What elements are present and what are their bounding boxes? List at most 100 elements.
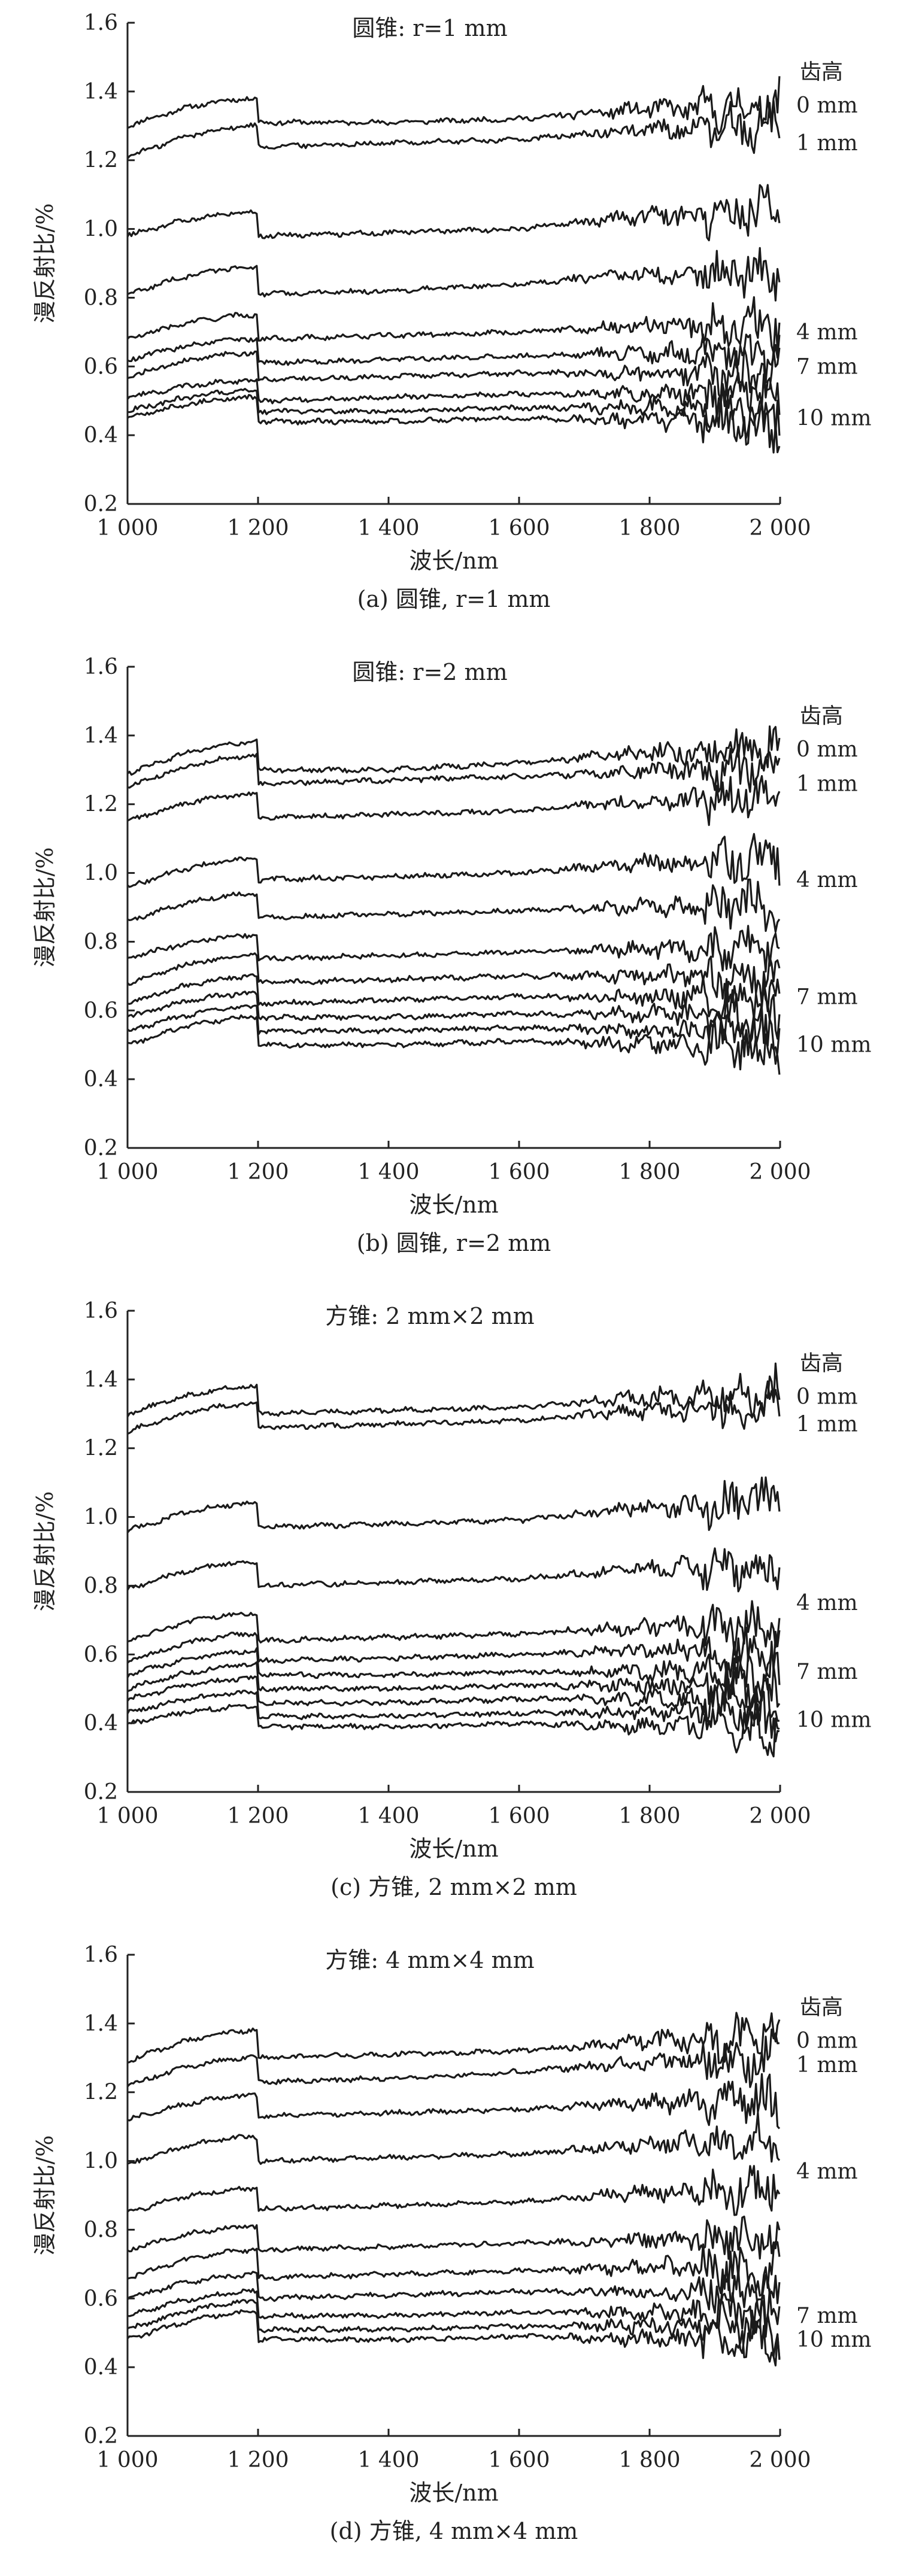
x-tick-label: 1 600 (488, 2448, 550, 2472)
y-axis-label: 漫反射比/% (32, 847, 58, 968)
x-tick-label: 2 000 (749, 1804, 811, 1828)
x-tick-label: 1 000 (96, 516, 158, 540)
panel-title: 方锥: 2 mm×2 mm (325, 1303, 534, 1329)
y-tick-label: 1.4 (84, 724, 118, 748)
series-line-3 (127, 775, 781, 827)
series-line-11 (127, 1703, 780, 1758)
panel-caption: (b) 圆锥, r=2 mm (357, 1230, 551, 1256)
y-tick-label: 1.6 (84, 1943, 118, 1967)
series-line-2 (126, 99, 781, 160)
chart-panel-4: 0.2 0.4 0.6 0.8 1.0 1.2 1.4 1.6 1 000 1 200 1 400 1… (32, 1943, 872, 2544)
y-tick-label: 0.2 (84, 2424, 118, 2449)
x-tick-label: 1 200 (227, 516, 289, 540)
y-tick-label: 1.4 (84, 1368, 118, 1392)
series-annotation: 0 mm (796, 93, 858, 118)
y-tick-label: 1.6 (84, 655, 118, 679)
y-tick-label: 0.2 (84, 1780, 118, 1805)
series-annotation: 7 mm (796, 985, 858, 1009)
y-tick-label: 1.2 (84, 1436, 118, 1461)
panel-title: 圆锥: r=1 mm (352, 15, 507, 41)
x-tick-label: 1 400 (357, 1804, 419, 1828)
series-line-5 (127, 878, 781, 933)
series-line-5 (126, 296, 781, 354)
x-axis-label: 波长/nm (409, 2480, 498, 2506)
y-tick-label: 1.4 (84, 2012, 118, 2036)
y-tick-label: 0.4 (84, 1067, 118, 1092)
y-axis-label: 漫反射比/% (32, 203, 58, 324)
y-tick-label: 0.8 (84, 1573, 118, 1598)
chart-panel-3: 0.2 0.4 0.6 0.8 1.0 1.2 1.4 1.6 1 000 1 200 1 400 1… (32, 1299, 872, 1900)
chart-panel-1: 0.2 0.4 0.6 0.8 1.0 1.2 1.4 1.6 1 000 1 200 1 400 1… (32, 11, 872, 612)
y-tick-label: 0.6 (84, 998, 118, 1023)
x-axis-label: 波长/nm (409, 1192, 498, 1218)
series-group (126, 2012, 781, 2367)
y-tick-label: 0.2 (84, 1136, 118, 1161)
series-line-10 (127, 2298, 781, 2359)
y-tick-label: 0.6 (84, 1642, 118, 1667)
series-line-9 (127, 987, 781, 1044)
series-annotation: 10 mm (796, 406, 872, 430)
series-annotation: 4 mm (796, 868, 858, 892)
series-annotation: 7 mm (796, 354, 858, 379)
y-tick-label: 1.0 (84, 2149, 118, 2174)
series-line-6 (126, 1626, 781, 1678)
series-annotation: 7 mm (796, 2304, 858, 2328)
series-group (126, 1362, 781, 1758)
series-annotation: 7 mm (796, 1660, 858, 1684)
series-line-4 (126, 833, 781, 888)
series-line-8 (126, 372, 781, 420)
series-annotation: 0 mm (796, 2029, 858, 2053)
series-line-2 (127, 1380, 781, 1435)
series-line-7 (127, 2240, 781, 2297)
x-tick-label: 2 000 (749, 2448, 811, 2472)
series-line-8 (127, 1661, 781, 1711)
x-tick-label: 1 800 (618, 516, 680, 540)
series-line-9 (127, 383, 781, 439)
series-line-4 (126, 1547, 781, 1593)
series-line-9 (126, 1675, 780, 1724)
series-annotation: 10 mm (796, 1708, 872, 1732)
y-tick-label: 1.0 (84, 1505, 118, 1530)
y-tick-label: 0.4 (84, 1711, 118, 1736)
series-line-1 (127, 2012, 781, 2064)
x-tick-label: 1 400 (357, 2448, 419, 2472)
series-annotation: 10 mm (796, 2328, 872, 2352)
y-tick-label: 0.6 (84, 354, 118, 379)
chart-panel-2: 0.2 0.4 0.6 0.8 1.0 1.2 1.4 1.6 1 000 1 200 1 400 1… (32, 655, 872, 1256)
series-group (126, 725, 781, 1075)
series-annotation: 4 mm (796, 1591, 858, 1615)
series-line-4 (127, 247, 781, 302)
legend-header: 齿高 (800, 1995, 843, 2020)
panel-title: 圆锥: r=2 mm (352, 659, 507, 685)
series-line-3 (127, 2073, 781, 2130)
y-tick-label: 0.8 (84, 2217, 118, 2242)
legend-header: 齿高 (800, 704, 843, 728)
series-line-10 (126, 1689, 780, 1743)
x-tick-label: 2 000 (749, 516, 811, 540)
legend-header: 齿高 (800, 60, 843, 84)
y-tick-label: 1.2 (84, 2080, 118, 2105)
series-annotation: 10 mm (796, 1033, 872, 1058)
series-annotation: 0 mm (796, 737, 858, 762)
x-tick-label: 1 000 (96, 1804, 158, 1828)
x-tick-label: 1 000 (96, 2448, 158, 2472)
series-line-1 (127, 76, 781, 135)
y-tick-label: 0.4 (84, 423, 118, 448)
y-tick-label: 0.2 (84, 492, 118, 517)
x-tick-label: 1 000 (96, 1160, 158, 1184)
series-annotation: 4 mm (796, 320, 858, 345)
y-tick-label: 1.0 (84, 861, 118, 886)
panel-caption: (a) 圆锥, r=1 mm (357, 586, 551, 612)
series-line-10 (126, 1004, 781, 1065)
series-line-5 (127, 1600, 781, 1656)
x-tick-label: 1 800 (618, 2448, 680, 2472)
y-axis-label: 漫反射比/% (32, 1491, 58, 1612)
series-annotation: 1 mm (796, 131, 858, 156)
series-line-6 (127, 2215, 781, 2260)
series-line-3 (126, 184, 781, 242)
x-axis-label: 波长/nm (409, 1836, 498, 1862)
x-tick-label: 1 200 (227, 2448, 289, 2472)
x-tick-label: 1 400 (357, 1160, 419, 1184)
panel-caption: (d) 方锥, 4 mm×4 mm (330, 2518, 578, 2544)
series-line-1 (126, 725, 781, 776)
